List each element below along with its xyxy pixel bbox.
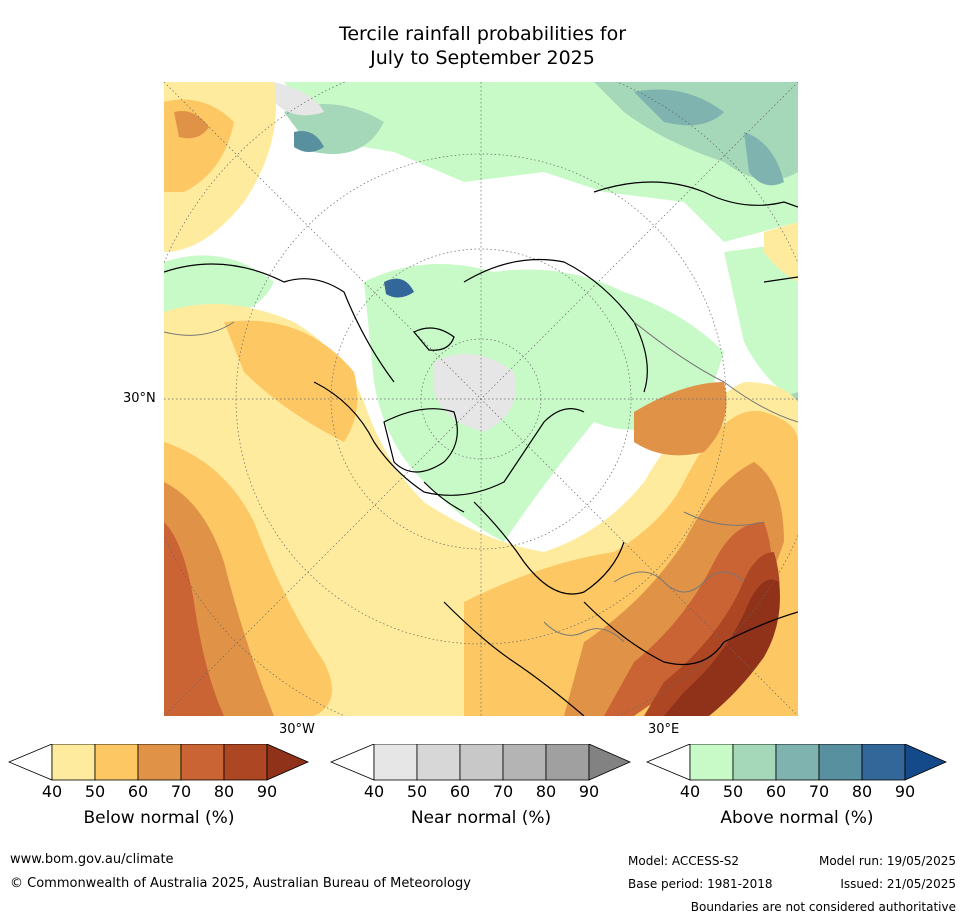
colorbar-extend-high: [904, 744, 947, 781]
colorbar-title-near-normal: Near normal (%): [410, 808, 552, 828]
colorbar-tick-label: 80: [851, 782, 873, 801]
colorbar-tick-label: 90: [578, 782, 600, 801]
colorbar-near-normal: [330, 744, 631, 781]
colorbar-tick-label: 60: [127, 782, 149, 801]
colorbar-tick-label: 90: [894, 782, 916, 801]
colorbar-extend-high: [588, 744, 631, 781]
model-run-date: Model run: 19/05/2025: [818, 854, 956, 868]
colorbar-tick-label: 70: [808, 782, 830, 801]
colorbar-extend-high: [266, 744, 309, 781]
colorbar-extend-low: [8, 744, 53, 781]
colorbar-segment: [502, 744, 547, 781]
colorbar-tick-label: 50: [84, 782, 106, 801]
probability-map: [164, 82, 798, 716]
colorbar-segment: [373, 744, 418, 781]
colorbar-tick-label: 40: [363, 782, 385, 801]
colorbar-tick-label: 80: [213, 782, 235, 801]
map-title-line-2: July to September 2025: [370, 47, 595, 69]
issued-date: Issued: 21/05/2025: [840, 877, 956, 891]
colorbar-extend-low: [330, 744, 375, 781]
colorbar-segment: [51, 744, 96, 781]
colorbar-segment: [459, 744, 504, 781]
map-title-line-1: Tercile rainfall probabilities for: [338, 23, 627, 45]
above-normal-regions: [164, 82, 798, 716]
boundaries-disclaimer: Boundaries are not considered authoritat…: [690, 900, 956, 914]
colorbar-extend-low: [646, 744, 691, 781]
colorbar-segment: [94, 744, 139, 781]
country-boundaries: [164, 321, 798, 643]
colorbar-tick-label: 90: [256, 782, 278, 801]
colorbar-segment: [818, 744, 863, 781]
colorbar-tick-label: 50: [406, 782, 428, 801]
colorbar-tick-label: 50: [722, 782, 744, 801]
colorbar-segment: [732, 744, 777, 781]
colorbar-segment: [545, 744, 590, 781]
colorbar-segment: [223, 744, 268, 781]
longitude-label-30e: 30°E: [648, 722, 680, 737]
latitude-label-30n: 30°N: [123, 391, 156, 406]
colorbar-segment: [416, 744, 461, 781]
base-period: Base period: 1981-2018: [628, 877, 773, 891]
colorbar-segment: [180, 744, 225, 781]
website-url[interactable]: www.bom.gov.au/climate: [10, 852, 174, 867]
colorbar-tick-label: 60: [449, 782, 471, 801]
colorbar-segment: [137, 744, 182, 781]
coastlines: [164, 181, 798, 716]
colorbar-segment: [861, 744, 906, 781]
colorbar-segment: [689, 744, 734, 781]
colorbar-segment: [775, 744, 820, 781]
colorbar-tick-label: 40: [41, 782, 63, 801]
colorbar-tick-label: 80: [535, 782, 557, 801]
colorbar-title-above-normal: Above normal (%): [720, 808, 874, 828]
colorbar-tick-label: 40: [679, 782, 701, 801]
colorbar-tick-label: 60: [765, 782, 787, 801]
copyright-notice: © Commonwealth of Australia 2025, Austra…: [10, 876, 471, 891]
colorbar-above-normal: [646, 744, 947, 781]
colorbar-below-normal: [8, 744, 309, 781]
colorbar-tick-label: 70: [492, 782, 514, 801]
longitude-label-30w: 30°W: [279, 722, 315, 737]
colorbar-title-below-normal: Below normal (%): [83, 808, 235, 828]
model-name: Model: ACCESS-S2: [628, 854, 740, 868]
colorbar-tick-label: 70: [170, 782, 192, 801]
